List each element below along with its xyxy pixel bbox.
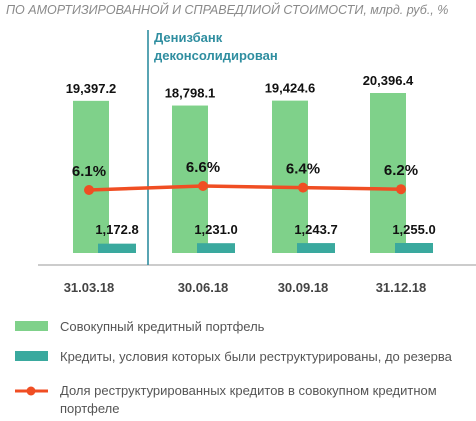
x-tick-label: 30.09.18 — [278, 280, 329, 295]
bar-label-total-portfolio: 20,396.4 — [363, 73, 414, 88]
plot-area: Денизбанк деконсолидирован 19,397.2 18,798.… — [38, 30, 476, 295]
share-point — [396, 184, 406, 195]
bar-total-portfolio — [272, 100, 308, 253]
x-tick-label: 30.06.18 — [178, 280, 229, 295]
x-tick-label: 31.03.18 — [64, 280, 115, 295]
legend-label-share-line-1: Доля реструктурированных кредитов в сово… — [60, 383, 437, 398]
bar-restructured-loans — [395, 243, 433, 253]
legend-swatch-total-portfolio — [15, 321, 48, 331]
bar-restructured-loans — [197, 243, 235, 253]
share-point — [298, 182, 308, 193]
share-label: 6.2% — [384, 162, 418, 179]
bar-total-portfolio — [370, 93, 406, 253]
bar-label-total-portfolio: 19,424.6 — [265, 81, 316, 96]
legend-label-restructured-loans: Кредиты, условия которых были реструктур… — [60, 349, 453, 364]
share-point — [198, 181, 208, 191]
bar-label-total-portfolio: 18,798.1 — [165, 86, 216, 101]
annotation-line-2: деконсолидирован — [154, 48, 278, 63]
bar-label-restructured-loans: 1,231.0 — [194, 222, 237, 237]
share-line — [88, 184, 402, 192]
x-tick-label: 31.12.18 — [376, 280, 427, 295]
share-label: 6.6% — [186, 159, 220, 176]
bar-label-restructured-loans: 1,243.7 — [294, 222, 337, 237]
bar-total-portfolio — [172, 105, 208, 253]
legend-label-total-portfolio: Совокупный кредитный портфель — [60, 319, 265, 334]
share-label: 6.1% — [72, 163, 106, 180]
bar-restructured-loans — [98, 243, 136, 253]
legend-swatch-restructured-loans — [15, 351, 48, 361]
annotation-line-1: Денизбанк — [154, 30, 223, 45]
share-label: 6.4% — [286, 161, 320, 178]
bar-label-restructured-loans: 1,172.8 — [95, 222, 138, 237]
bar-label-restructured-loans: 1,255.0 — [392, 222, 435, 237]
legend-swatch-share-marker — [26, 386, 36, 396]
legend: Совокупный кредитный портфель Кредиты, ус… — [15, 319, 453, 416]
legend-label-share-line-2: портфеле — [60, 401, 119, 416]
bar-label-total-portfolio: 19,397.2 — [66, 81, 117, 96]
share-point — [84, 185, 94, 195]
bar-total-portfolio — [73, 100, 109, 253]
chart-title: ПО АМОРТИЗИРОВАННОЙ И СПРАВЕДЛИОЙ СТОИМО… — [6, 1, 448, 17]
bar-restructured-loans — [297, 243, 335, 253]
